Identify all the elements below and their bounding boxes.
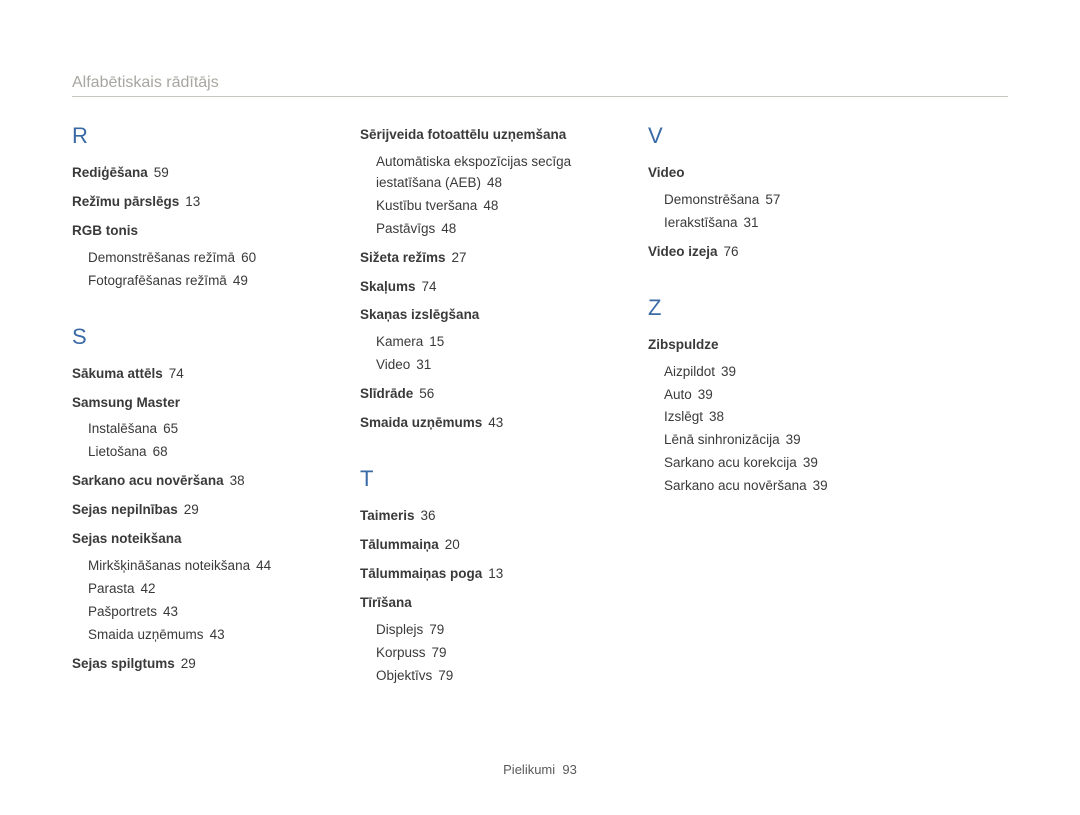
subentry[interactable]: Smaida uzņēmums43	[88, 625, 312, 646]
entry-taimeris[interactable]: Taimeris 36	[360, 506, 600, 527]
entry-tirisana: Tīrīšana Displejs79 Korpuss79 Objektīvs7…	[360, 593, 600, 687]
entry-label: Taimeris	[360, 508, 415, 523]
entry-label: Samsung Master	[72, 395, 180, 410]
subentry[interactable]: Korpuss79	[376, 643, 600, 664]
entry-label: Sejas noteikšana	[72, 531, 182, 546]
entry-label: Video	[648, 165, 685, 180]
entry-label: Sejas spilgtums	[72, 656, 175, 671]
entry-label: RGB tonis	[72, 223, 138, 238]
entry-page: 29	[181, 656, 196, 671]
entry-page: 13	[185, 194, 200, 209]
entry-label: Skaļums	[360, 279, 416, 294]
letter-s: S	[72, 326, 312, 348]
footer-page: 93	[562, 762, 576, 777]
entry-skalums[interactable]: Skaļums 74	[360, 277, 600, 298]
entry-label: Sižeta režīms	[360, 250, 446, 265]
subentry[interactable]: Kustību tveršana48	[376, 196, 600, 217]
footer-label: Pielikumi	[503, 762, 555, 777]
entry-talummainas-poga[interactable]: Tālummaiņas poga 13	[360, 564, 600, 585]
subentry[interactable]: Kamera15	[376, 332, 600, 353]
entry-label: Sarkano acu novēršana	[72, 473, 224, 488]
page-title: Alfabētiskais rādītājs	[72, 74, 1008, 97]
entry-label: Tālummaiņa	[360, 537, 439, 552]
subentry[interactable]: Izslēgt38	[664, 407, 888, 428]
entry-slidrade[interactable]: Slīdrāde 56	[360, 384, 600, 405]
entry-label: Rediģēšana	[72, 165, 148, 180]
entry-page: 43	[488, 415, 503, 430]
entry-talummaina[interactable]: Tālummaiņa 20	[360, 535, 600, 556]
entry-serijveida: Sērijveida fotoattēlu uzņemšana Automāti…	[360, 125, 600, 240]
entry-label: Zibspuldze	[648, 337, 719, 352]
entry-label: Sejas nepilnības	[72, 502, 178, 517]
entry-sejas-noteiksana: Sejas noteikšana Mirkšķināšanas noteikša…	[72, 529, 312, 646]
subentry[interactable]: Lietošana68	[88, 442, 312, 463]
entry-page: 36	[421, 508, 436, 523]
entry-label: Tīrīšana	[360, 595, 412, 610]
subentry[interactable]: Sarkano acu korekcija39	[664, 453, 888, 474]
entry-label: Video izeja	[648, 244, 718, 259]
entry-label: Režīmu pārslēgs	[72, 194, 179, 209]
entry-rezimu-parslegs[interactable]: Režīmu pārslēgs 13	[72, 192, 312, 213]
page-footer: Pielikumi 93	[0, 762, 1080, 777]
entry-samsung-master: Samsung Master Instalēšana65 Lietošana68	[72, 393, 312, 464]
entry-sejas-spilgtums[interactable]: Sejas spilgtums 29	[72, 654, 312, 675]
subentry[interactable]: Displejs79	[376, 620, 600, 641]
entry-page: 27	[452, 250, 467, 265]
entry-label: Sākuma attēls	[72, 366, 163, 381]
entry-rgb-tonis: RGB tonis Demonstrēšanas režīmā60 Fotogr…	[72, 221, 312, 292]
entry-sarkano-acu[interactable]: Sarkano acu novēršana 38	[72, 471, 312, 492]
entry-label: Smaida uzņēmums	[360, 415, 482, 430]
subentry[interactable]: Instalēšana65	[88, 419, 312, 440]
entry-page: 13	[488, 566, 503, 581]
subentry[interactable]: Ierakstīšana31	[664, 213, 888, 234]
entry-page: 74	[169, 366, 184, 381]
subentry[interactable]: Pašportrets43	[88, 602, 312, 623]
entry-page: 59	[154, 165, 169, 180]
subentry[interactable]: Fotografēšanas režīmā49	[88, 271, 312, 292]
letter-r: R	[72, 125, 312, 147]
entry-label: Slīdrāde	[360, 386, 413, 401]
entry-skanas-izslegsana: Skaņas izslēgšana Kamera15 Video31	[360, 305, 600, 376]
entry-sakuma-attels[interactable]: Sākuma attēls 74	[72, 364, 312, 385]
entry-label: Skaņas izslēgšana	[360, 307, 479, 322]
entry-page: 74	[422, 279, 437, 294]
index-columns: R Rediģēšana 59 Režīmu pārslēgs 13 RGB ton…	[72, 125, 1008, 695]
entry-redigesana[interactable]: Rediģēšana 59	[72, 163, 312, 184]
column-1: R Rediģēšana 59 Režīmu pārslēgs 13 RGB ton…	[72, 125, 312, 695]
subentry[interactable]: Demonstrēšanas režīmā60	[88, 248, 312, 269]
column-3: V Video Demonstrēšana57 Ierakstīšana31 V…	[648, 125, 888, 695]
entry-page: 76	[724, 244, 739, 259]
subentry[interactable]: Video31	[376, 355, 600, 376]
entry-smaida-uznemums[interactable]: Smaida uzņēmums 43	[360, 413, 600, 434]
subentry[interactable]: Pastāvīgs48	[376, 219, 600, 240]
subentry[interactable]: Objektīvs79	[376, 666, 600, 687]
subentry[interactable]: Aizpildot39	[664, 362, 888, 383]
letter-t: T	[360, 468, 600, 490]
entry-page: 29	[184, 502, 199, 517]
subentry[interactable]: Automātiska ekspozīcijas secīga iestatīš…	[376, 152, 600, 194]
subentry[interactable]: Parasta42	[88, 579, 312, 600]
entry-zibspuldze: Zibspuldze Aizpildot39 Auto39 Izslēgt38 …	[648, 335, 888, 497]
entry-video-izeja[interactable]: Video izeja 76	[648, 242, 888, 263]
index-page: Alfabētiskais rādītājs R Rediģēšana 59 Re…	[0, 0, 1080, 695]
entry-page: 20	[445, 537, 460, 552]
letter-v: V	[648, 125, 888, 147]
entry-sizeta-rezims[interactable]: Sižeta režīms 27	[360, 248, 600, 269]
entry-sejas-nepilnibas[interactable]: Sejas nepilnības 29	[72, 500, 312, 521]
subentry[interactable]: Demonstrēšana57	[664, 190, 888, 211]
entry-label: Sērijveida fotoattēlu uzņemšana	[360, 127, 566, 142]
subentry[interactable]: Mirkšķināšanas noteikšana44	[88, 556, 312, 577]
entry-label: Tālummaiņas poga	[360, 566, 482, 581]
column-2: Sērijveida fotoattēlu uzņemšana Automāti…	[360, 125, 600, 695]
entry-video: Video Demonstrēšana57 Ierakstīšana31	[648, 163, 888, 234]
subentry[interactable]: Lēnā sinhronizācija39	[664, 430, 888, 451]
subentry[interactable]: Auto39	[664, 385, 888, 406]
subentry[interactable]: Sarkano acu novēršana39	[664, 476, 888, 497]
entry-page: 56	[419, 386, 434, 401]
letter-z: Z	[648, 297, 888, 319]
entry-page: 38	[230, 473, 245, 488]
